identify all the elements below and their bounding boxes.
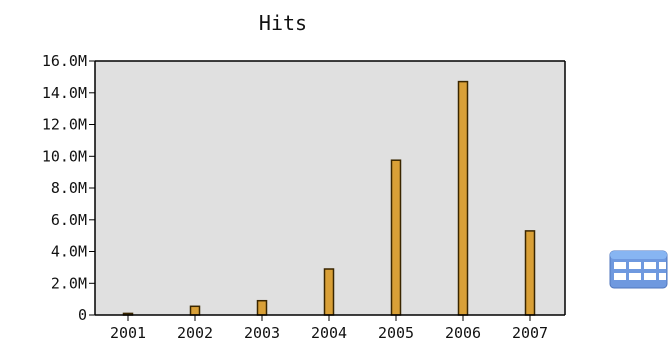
y-tick-label: 16.0M [42,52,87,70]
y-tick-label: 14.0M [42,84,87,102]
y-tick-label: 10.0M [42,147,87,165]
chart-title: Hits [259,11,307,35]
x-tick-label: 2002 [177,324,213,342]
bar-2006 [457,80,469,316]
bar-2003 [256,299,268,316]
y-tick-label: 2.0M [51,274,87,292]
bar-2007 [524,230,536,316]
y-tick-label: 6.0M [51,211,87,229]
y-tick-label: 0 [78,306,87,324]
x-tick-label: 2007 [512,324,548,342]
bar-2002 [189,305,201,316]
x-tick-label: 2001 [110,324,146,342]
ticks-layer: 0 2.0M 4.0M 6.0M 8.0M 10.0M 12.0M 14.0M 16.0M 200… [42,52,548,342]
x-tick-label: 2006 [445,324,481,342]
y-tick-label: 12.0M [42,116,87,134]
table-icon[interactable] [609,250,668,289]
x-tick-label: 2004 [311,324,347,342]
axes-layer [94,60,566,316]
y-tick-label: 8.0M [51,179,87,197]
bar-2004 [323,268,335,316]
x-tick-label: 2005 [378,324,414,342]
bar-2005 [390,159,402,316]
x-tick-label: 2003 [244,324,280,342]
y-tick-label: 4.0M [51,243,87,261]
